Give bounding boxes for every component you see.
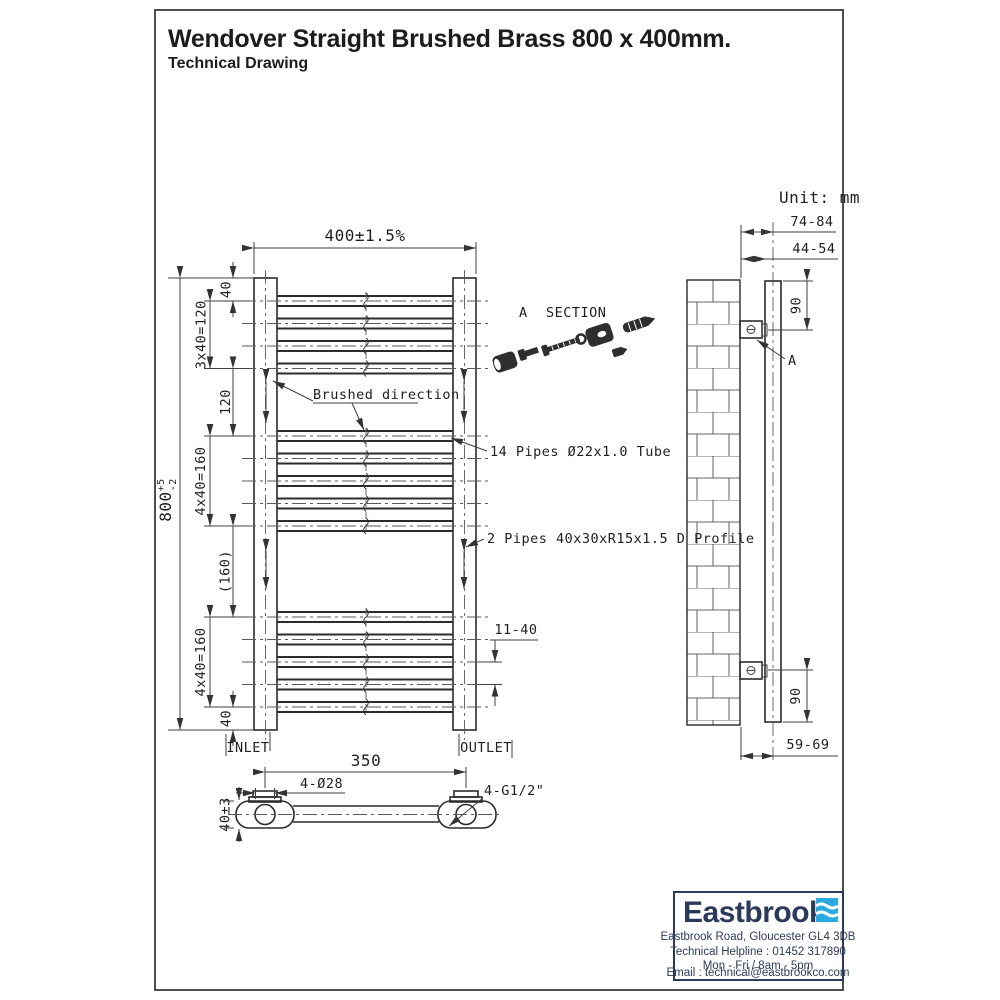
brushed-direction-arrows <box>262 369 468 589</box>
dim-centres: 350 <box>351 751 381 770</box>
front-view-radiator <box>241 270 489 740</box>
section-label: SECTION <box>546 305 606 321</box>
fixing-cap <box>492 351 518 373</box>
dim-bottom-90: 90 <box>788 687 804 704</box>
dim-seg-3x40: 3x40=120 <box>193 300 209 369</box>
footer-info-box: Eastbrook Eastbrook Road, Gloucester GL4… <box>661 891 856 981</box>
bottom-rail-profile <box>228 790 502 829</box>
footer-helpline: Technical Helpline : 01452 317890 <box>670 946 846 958</box>
dim-width: 400±1.5% <box>324 226 405 245</box>
footer-border <box>673 891 844 981</box>
units-label: Unit: mm <box>779 188 860 207</box>
dim-seg-120: 120 <box>218 389 234 415</box>
brushed-direction-label: Brushed direction <box>313 387 460 403</box>
bottom-bracket <box>739 661 768 680</box>
page-title: Wendover Straight Brushed Brass 800 x 40… <box>168 25 731 53</box>
front-view-dimensions: 400±1.5% 800+5-2 40 120 (160) 40 3x40=12… <box>156 226 538 746</box>
dim-thread: 4-G1/2" <box>484 783 544 799</box>
dim-seg-40-top: 40 <box>219 281 235 298</box>
dim-seg-4x40-a: 4x40=160 <box>193 446 209 515</box>
bracket-detail-label: A <box>788 353 797 369</box>
fixing-wall-plug <box>622 316 656 333</box>
footer-address: Eastbrook Road, Gloucester GL4 3DB <box>661 931 856 943</box>
page-subtitle: Technical Drawing <box>168 55 308 72</box>
dim-top-90: 90 <box>789 297 805 314</box>
dim-holes: 4-Ø28 <box>300 776 343 792</box>
bottom-view: INLET OUTLET 350 4-Ø28 <box>218 732 544 842</box>
side-view: Unit: mm 74-84 44-54 90 <box>686 188 860 760</box>
top-bracket <box>739 320 768 339</box>
section-exploded-view: A SECTION <box>492 305 656 373</box>
dim-height: 800+5-2 <box>156 478 179 522</box>
fixing-washer <box>575 333 587 345</box>
dim-seg-4x40-b: 4x40=160 <box>193 627 209 696</box>
footer-hours: Mon - Fri / 8am - 5pm <box>703 960 814 972</box>
fixing-sleeve <box>585 322 614 347</box>
fixing-screw-long <box>541 336 581 357</box>
dim-bottom-offset: 59-69 <box>786 737 829 753</box>
outlet-label: OUTLET <box>460 740 512 756</box>
footer-email: Email : technical@eastbrookco.com <box>667 967 850 979</box>
brand-wave-icon <box>815 898 839 922</box>
section-label-a: A <box>519 305 528 321</box>
title-block: Wendover Straight Brushed Brass 800 x 40… <box>168 25 731 72</box>
dim-wall-offset: 74-84 <box>790 214 833 230</box>
fixing-grub-screw <box>611 346 628 358</box>
dim-pitch: 11-40 <box>494 622 537 638</box>
dim-seg-40-bottom: 40 <box>219 710 235 727</box>
brand-logo-text: Eastbrook <box>683 896 826 929</box>
dim-seg-160: (160) <box>218 550 234 593</box>
dim-bracket-offset: 44-54 <box>792 241 835 257</box>
inlet-label: INLET <box>226 740 269 756</box>
wall <box>686 279 741 726</box>
fixing-screw-short <box>517 346 539 361</box>
dim-depth: 40±3 <box>218 797 234 832</box>
pipes-note: 14 Pipes Ø22x1.0 Tube <box>490 444 671 460</box>
